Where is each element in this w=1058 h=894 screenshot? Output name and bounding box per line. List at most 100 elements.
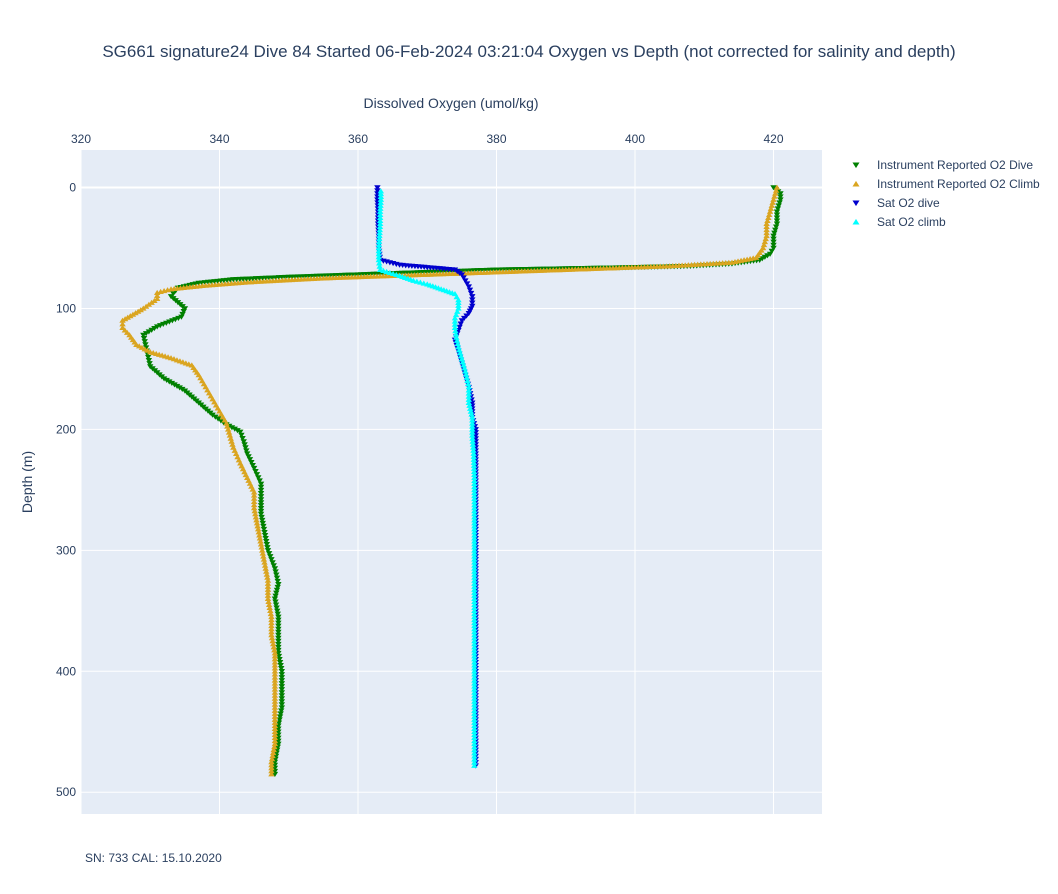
data-point: [142, 331, 150, 337]
data-point: [376, 208, 384, 214]
data-point: [271, 674, 279, 680]
data-point: [471, 650, 478, 656]
data-point: [271, 740, 279, 747]
data-point: [153, 324, 161, 330]
data-point: [278, 687, 286, 693]
data-point: [471, 610, 478, 617]
data-point: [471, 680, 478, 686]
data-point: [471, 574, 478, 580]
data-point: [772, 190, 779, 196]
data-point: [460, 362, 467, 368]
data-point: [773, 221, 781, 227]
data-point: [471, 719, 478, 725]
data-point: [252, 511, 259, 517]
data-point: [263, 571, 271, 577]
data-point: [119, 321, 126, 327]
data-point: [471, 744, 478, 750]
data-point: [763, 229, 770, 236]
data-point: [257, 497, 265, 503]
data-point: [457, 321, 464, 327]
legend-marker: [852, 180, 860, 187]
data-point: [273, 605, 280, 611]
data-point: [776, 200, 783, 206]
data-point: [242, 445, 249, 451]
data-point: [775, 203, 782, 209]
data-point: [160, 376, 168, 382]
data-point: [268, 756, 276, 762]
data-point: [269, 750, 277, 756]
data-point: [452, 331, 460, 337]
x-axis-ticks: 320 340 360 380 400 420: [71, 132, 784, 146]
plot-area: [81, 150, 822, 814]
data-point: [268, 557, 275, 563]
data-point: [256, 535, 264, 541]
data-point: [173, 383, 181, 390]
data-point: [471, 686, 478, 692]
data-point: [773, 215, 781, 221]
data-point: [263, 539, 270, 545]
data-point: [471, 704, 478, 710]
data-point: [471, 701, 478, 707]
data-point: [163, 377, 170, 383]
data-point: [271, 713, 279, 719]
data-point: [463, 374, 470, 380]
data-point: [413, 278, 421, 284]
data-point: [465, 399, 473, 406]
data-point: [257, 508, 265, 515]
data-point: [374, 188, 381, 194]
data-point: [471, 550, 478, 556]
data-point: [469, 420, 476, 426]
legend-marker: [852, 200, 860, 207]
data-point: [257, 511, 265, 517]
x-tick-label: 380: [486, 132, 506, 146]
data-point: [261, 529, 268, 536]
data-point: [265, 598, 272, 604]
chart-title: SG661 signature24 Dive 84 Started 06-Feb…: [102, 42, 955, 61]
data-point: [278, 690, 286, 696]
data-point: [179, 311, 186, 317]
data-point: [271, 683, 279, 689]
data-point: [271, 653, 279, 659]
data-point: [271, 734, 279, 741]
data-point: [465, 284, 473, 290]
data-point: [263, 542, 271, 548]
data-point: [254, 526, 262, 532]
data-point: [471, 541, 478, 547]
data-point: [471, 635, 478, 641]
data-point: [375, 245, 382, 251]
data-point: [458, 318, 466, 324]
data-point: [770, 236, 777, 242]
data-point: [460, 275, 467, 281]
data-point: [250, 465, 258, 471]
data-point: [224, 423, 231, 429]
data-point: [470, 450, 477, 456]
data-point: [259, 520, 266, 527]
data-point: [471, 514, 478, 520]
data-point: [229, 441, 236, 447]
data-point: [253, 517, 260, 523]
data-point: [271, 725, 279, 731]
data-point: [470, 468, 478, 474]
data-point: [119, 317, 126, 323]
data-point: [770, 196, 777, 202]
data-point: [471, 493, 478, 499]
data-point: [774, 206, 782, 212]
y-tick-label: 500: [56, 785, 76, 799]
data-point: [471, 496, 478, 502]
data-point: [471, 535, 478, 541]
data-point: [250, 498, 258, 504]
data-point: [237, 429, 244, 435]
data-point: [777, 194, 784, 200]
data-point: [271, 728, 279, 734]
data-point: [377, 199, 384, 205]
data-point: [278, 705, 286, 711]
data-point: [275, 581, 282, 588]
data-point: [462, 371, 470, 377]
data-point: [271, 722, 279, 728]
data-point: [271, 704, 279, 710]
data-point: [470, 465, 478, 471]
data-point: [468, 411, 475, 417]
data-point: [451, 324, 459, 331]
data-point: [274, 584, 281, 590]
